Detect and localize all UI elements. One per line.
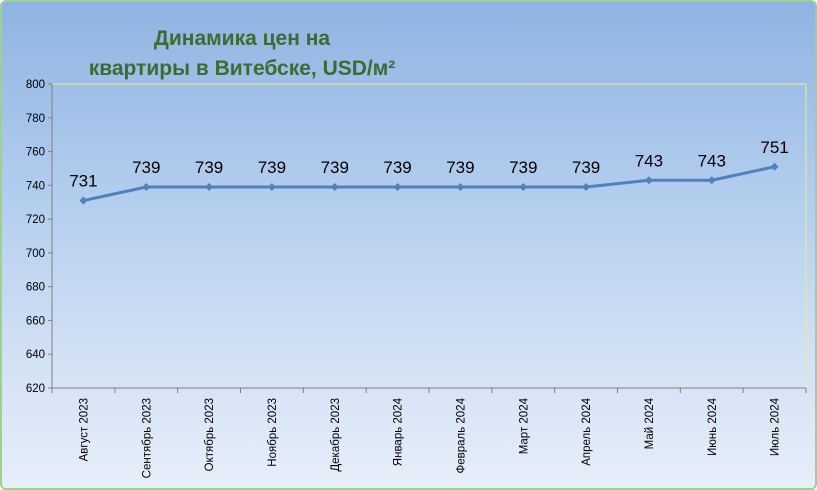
chart-title-line-2: квартиры в Витебске, USD/м² bbox=[88, 57, 396, 80]
x-tick-label: Июнь 2024 bbox=[707, 397, 719, 456]
y-tick-label: 680 bbox=[26, 282, 45, 294]
x-tick-label: Апрель 2024 bbox=[581, 397, 593, 465]
data-label: 739 bbox=[321, 158, 349, 177]
x-tick-label: Ноябрь 2023 bbox=[267, 398, 279, 467]
data-point bbox=[707, 176, 716, 185]
y-tick-label: 700 bbox=[26, 248, 45, 260]
data-point bbox=[330, 183, 339, 192]
data-label: 739 bbox=[446, 158, 474, 177]
data-point bbox=[142, 183, 151, 192]
y-tick-label: 720 bbox=[26, 214, 45, 226]
data-label: 743 bbox=[698, 151, 726, 170]
x-tick-label: Декабрь 2023 bbox=[330, 398, 342, 472]
x-tick-label: Май 2024 bbox=[644, 397, 656, 449]
data-label: 739 bbox=[195, 158, 223, 177]
x-tick-label: Февраль 2024 bbox=[455, 397, 467, 473]
data-label: 743 bbox=[635, 151, 663, 170]
series-line bbox=[83, 165, 775, 202]
data-point bbox=[770, 162, 779, 171]
chart-title-line-1: Динамика цен на bbox=[153, 27, 331, 50]
data-point bbox=[456, 183, 465, 192]
data-label: 751 bbox=[760, 138, 788, 157]
data-point bbox=[519, 183, 528, 192]
data-label: 739 bbox=[572, 158, 600, 177]
x-tick-label: Сентябрь 2023 bbox=[141, 398, 153, 478]
x-tick-label: Июль 2024 bbox=[770, 397, 782, 456]
x-tick-label: Август 2023 bbox=[78, 398, 90, 461]
y-tick-label: 740 bbox=[26, 180, 45, 192]
x-tick-label: Октябрь 2023 bbox=[204, 398, 216, 471]
data-label: 731 bbox=[69, 172, 97, 191]
data-point bbox=[267, 183, 276, 192]
data-label: 739 bbox=[258, 158, 286, 177]
data-point bbox=[644, 176, 653, 185]
y-tick-label: 780 bbox=[26, 113, 45, 125]
data-point bbox=[205, 183, 214, 192]
data-point bbox=[393, 183, 402, 192]
y-tick-label: 640 bbox=[26, 349, 45, 361]
y-tick-label: 620 bbox=[26, 383, 45, 395]
y-tick-label: 800 bbox=[26, 79, 45, 91]
chart-title: Динамика цен на квартиры в Витебске, USD… bbox=[2, 24, 482, 84]
data-label: 739 bbox=[383, 158, 411, 177]
plot-area bbox=[51, 83, 807, 389]
x-tick-label: Март 2024 bbox=[518, 397, 530, 454]
data-label: 739 bbox=[132, 158, 160, 177]
y-tick-label: 660 bbox=[26, 315, 45, 327]
data-label: 739 bbox=[509, 158, 537, 177]
data-point bbox=[582, 183, 591, 192]
x-tick-label: Январь 2024 bbox=[393, 397, 405, 466]
y-tick-label: 760 bbox=[26, 147, 45, 159]
data-point bbox=[79, 196, 88, 205]
